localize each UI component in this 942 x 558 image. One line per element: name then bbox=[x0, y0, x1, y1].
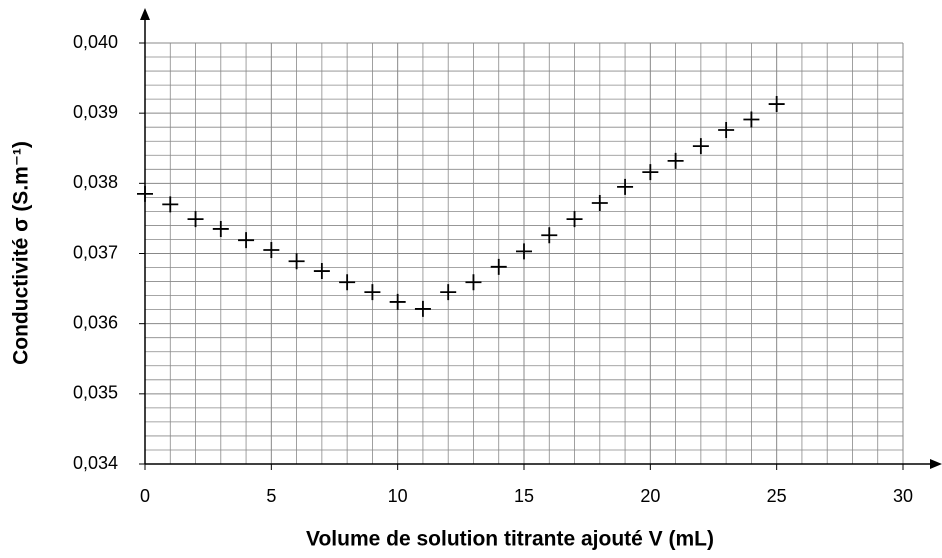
point bbox=[667, 152, 684, 169]
point bbox=[364, 284, 381, 301]
x-axis-arrow bbox=[930, 459, 942, 469]
y-tick-label: 0,040 bbox=[73, 32, 118, 52]
point bbox=[288, 253, 305, 270]
y-axis-arrow bbox=[140, 8, 150, 20]
x-tick-label: 10 bbox=[388, 486, 408, 506]
y-tick-label: 0,039 bbox=[73, 102, 118, 122]
point bbox=[137, 185, 153, 202]
point bbox=[187, 211, 204, 228]
x-tick-label: 15 bbox=[514, 486, 534, 506]
y-tick-label: 0,038 bbox=[73, 172, 118, 192]
point bbox=[692, 138, 709, 155]
point bbox=[212, 220, 229, 237]
point bbox=[414, 300, 431, 317]
point bbox=[339, 274, 356, 291]
y-tick-label: 0,037 bbox=[73, 242, 118, 262]
x-tick-label: 30 bbox=[893, 486, 913, 506]
point bbox=[389, 293, 406, 310]
point bbox=[591, 194, 608, 211]
y-tick-label: 0,035 bbox=[73, 383, 118, 403]
point bbox=[162, 196, 179, 213]
y-tick-label: 0,034 bbox=[73, 453, 118, 473]
x-tick-label: 25 bbox=[767, 486, 787, 506]
point bbox=[566, 211, 583, 228]
point bbox=[263, 241, 280, 258]
point bbox=[768, 96, 785, 113]
point bbox=[238, 232, 255, 249]
point bbox=[743, 111, 760, 128]
x-tick-label: 5 bbox=[266, 486, 276, 506]
point bbox=[718, 122, 735, 139]
point bbox=[541, 227, 558, 244]
y-axis-title: Conductivité σ (S.m⁻¹) bbox=[10, 141, 33, 365]
point bbox=[617, 178, 634, 195]
point bbox=[642, 164, 659, 181]
point bbox=[516, 243, 532, 260]
x-tick-label: 0 bbox=[140, 486, 150, 506]
point bbox=[465, 274, 482, 291]
point bbox=[490, 258, 507, 275]
y-tick-label: 0,036 bbox=[73, 312, 118, 332]
x-axis-title: Volume de solution titrante ajouté V (mL… bbox=[306, 528, 714, 551]
point bbox=[313, 263, 330, 280]
x-tick-label: 20 bbox=[640, 486, 660, 506]
point bbox=[440, 284, 457, 301]
